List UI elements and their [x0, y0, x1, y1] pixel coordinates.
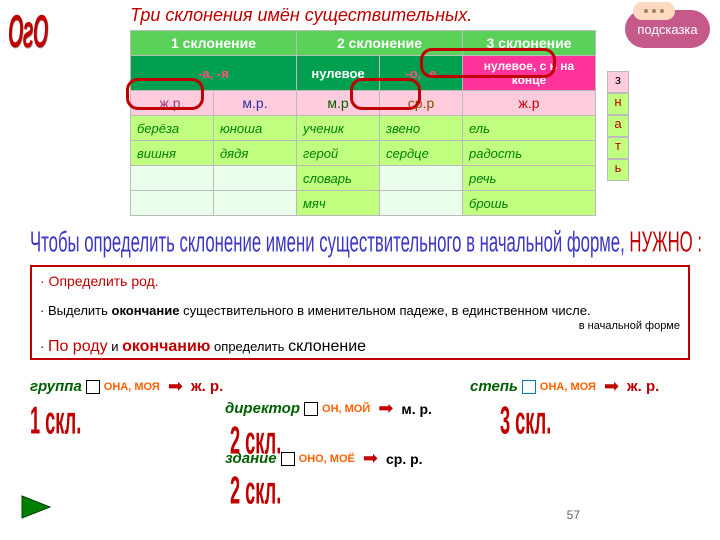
hdr-end1: -а, -я	[131, 56, 297, 91]
skl-3: 3 скл.	[500, 397, 551, 444]
cell: брошь	[463, 191, 596, 216]
cell	[131, 166, 214, 191]
sub-1: м.р.	[214, 91, 297, 116]
skl-2b: 2 скл.	[230, 467, 281, 514]
sub-4: ж.р	[463, 91, 596, 116]
hdr-end3: нулевое, с ь на конце	[463, 56, 596, 91]
side-3: т	[607, 137, 629, 159]
cell	[214, 191, 297, 216]
next-button[interactable]	[18, 492, 54, 522]
cell	[214, 166, 297, 191]
side-0: з	[607, 71, 629, 93]
cell: мяч	[297, 191, 380, 216]
cell	[131, 191, 214, 216]
side-2: а	[607, 115, 629, 137]
hdr-end2a: нулевое	[297, 56, 380, 91]
cell: ель	[463, 116, 596, 141]
page-title: Три склонения имён существительных.	[130, 5, 472, 26]
cell	[380, 166, 463, 191]
hdr-1skl: 1 склонение	[131, 31, 297, 56]
rule-3: · По роду и окончанию определить склонен…	[40, 338, 680, 356]
cell: словарь	[297, 166, 380, 191]
hdr-2skl: 2 склонение	[297, 31, 463, 56]
hint-dots	[633, 2, 675, 20]
hdr-3skl: 3 склонение	[463, 31, 596, 56]
cell: ученик	[297, 116, 380, 141]
cell: радость	[463, 141, 596, 166]
example-direktor: директор ОН, МОЙ ➡ м. р.	[225, 398, 432, 419]
example-step: степь ОНА, МОЯ ➡ ж. р.	[470, 376, 659, 397]
cell: герой	[297, 141, 380, 166]
cell: звено	[380, 116, 463, 141]
cell: дядя	[214, 141, 297, 166]
rules-box: · Определить род. · Выделить окончание с…	[30, 265, 690, 360]
cell: юноша	[214, 116, 297, 141]
hdr-end2b: -о, -е	[380, 56, 463, 91]
rule-2: · Выделить окончание существительного в …	[40, 303, 680, 318]
skl-2a: 2 скл.	[230, 417, 281, 464]
rule-2-note: в начальной форме	[40, 320, 680, 332]
corner-label: ОгО	[8, 4, 48, 59]
cell: берёза	[131, 116, 214, 141]
cell: вишня	[131, 141, 214, 166]
side-column: з н а т ь	[607, 71, 629, 181]
side-4: ь	[607, 159, 629, 181]
sub-2: м.р	[297, 91, 380, 116]
cell	[380, 191, 463, 216]
example-gruppa: группа ОНА, МОЯ ➡ ж. р.	[30, 376, 223, 397]
rules-title: Чтобы определить склонение имени существ…	[30, 226, 702, 260]
skl-1: 1 скл.	[30, 397, 81, 444]
sub-0: ж.р.	[131, 91, 214, 116]
cell: сердце	[380, 141, 463, 166]
side-1: н	[607, 93, 629, 115]
cell: речь	[463, 166, 596, 191]
page-number: 57	[567, 508, 580, 522]
rule-1: · Определить род.	[40, 273, 680, 289]
declension-table: 1 склонение 2 склонение 3 склонение -а, …	[130, 30, 596, 216]
sub-3: ср.р	[380, 91, 463, 116]
